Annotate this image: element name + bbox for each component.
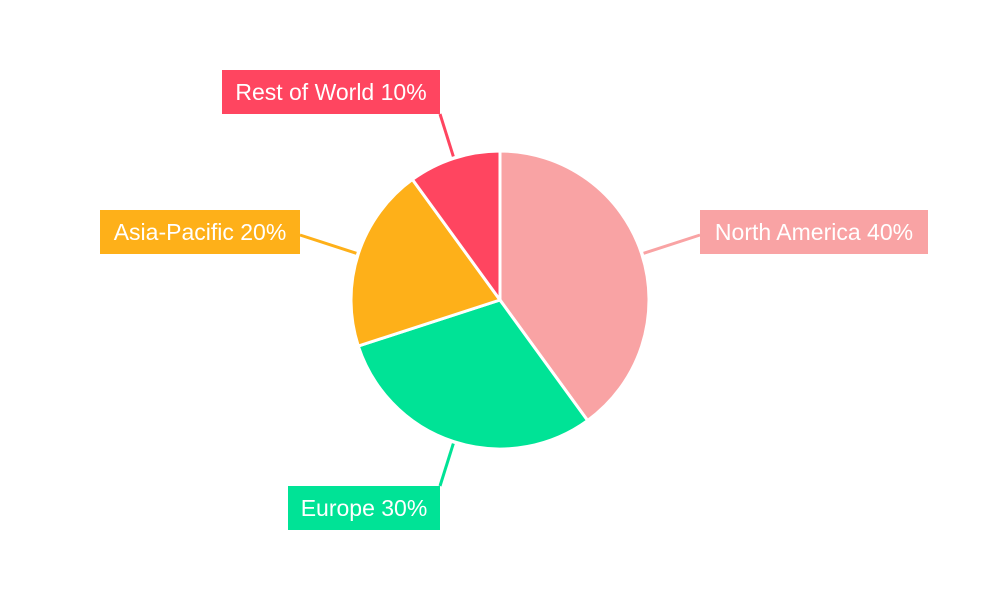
data-label: Rest of World 10% [235, 79, 426, 105]
slice-rest-of-world[interactable] [410, 149, 502, 305]
data-label-box [222, 70, 440, 114]
data-label-box [700, 210, 928, 254]
leader-line [643, 233, 701, 255]
data-label: Europe 30% [301, 495, 428, 521]
slice-north-america[interactable] [498, 149, 651, 423]
leader-line [438, 443, 455, 487]
data-label-box [288, 486, 440, 530]
data-label-box [100, 210, 300, 254]
data-label: North America 40% [715, 219, 913, 245]
slices [349, 149, 651, 451]
data-label: Asia-Pacific 20% [114, 219, 287, 245]
leader-line [438, 113, 455, 157]
slice-europe[interactable] [356, 298, 590, 451]
leader-line [299, 233, 357, 255]
labels: North America 40% Europe 30% Asia-Pacific … [100, 70, 928, 530]
slice-asia-pacific[interactable] [349, 177, 503, 348]
